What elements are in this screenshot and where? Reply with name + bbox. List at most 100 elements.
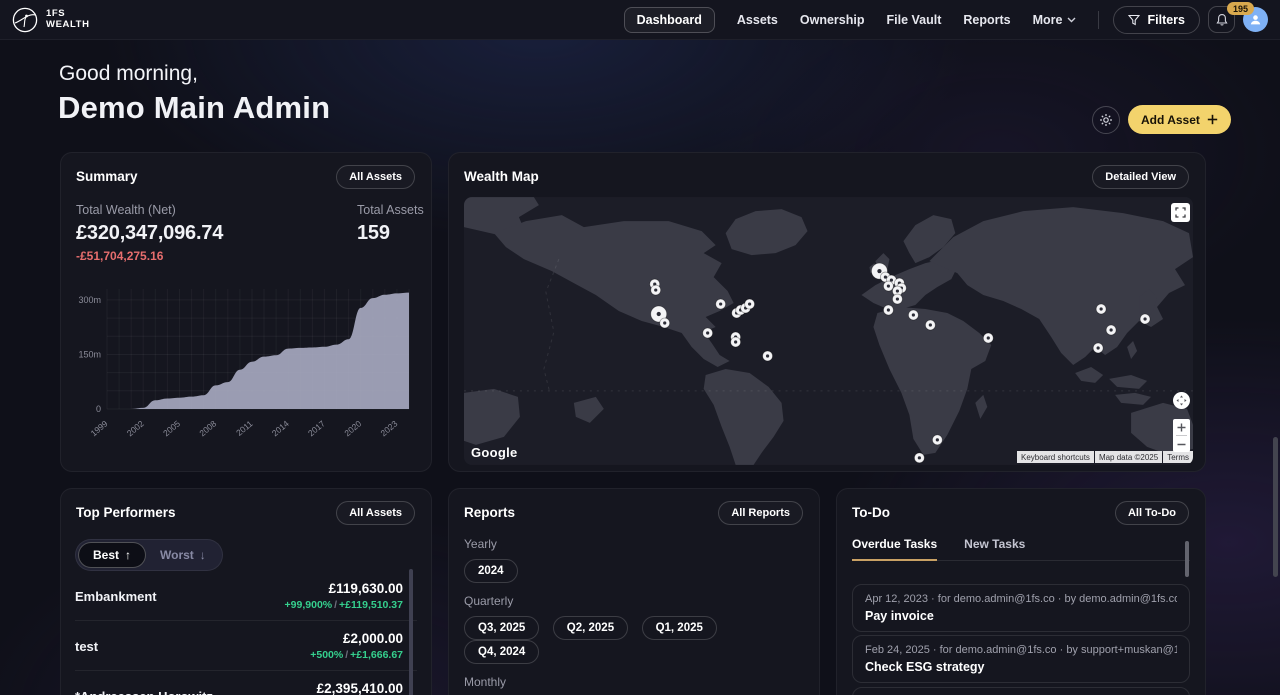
page-title-username: Demo Main Admin xyxy=(58,90,331,125)
brand-line2: WEALTH xyxy=(46,18,90,30)
quarterly-label: Quarterly xyxy=(464,594,514,608)
arrow-down-icon: ↓ xyxy=(199,548,206,562)
page-scrollbar[interactable] xyxy=(1273,437,1278,577)
nav-item-assets[interactable]: Assets xyxy=(736,12,778,27)
map-zoom-control xyxy=(1173,419,1190,452)
performers-list: Embankment £119,630.00 +99,900% / +£119,51… xyxy=(75,571,417,695)
svg-text:2023: 2023 xyxy=(379,418,400,438)
pan-icon xyxy=(1176,395,1187,406)
monthly-label: Monthly xyxy=(464,675,507,689)
performer-value: £2,000.00 xyxy=(342,631,403,646)
logo-icon xyxy=(12,7,38,33)
keyboard-shortcuts-link[interactable]: Keyboard shortcuts xyxy=(1017,451,1094,463)
map-fullscreen-button[interactable] xyxy=(1171,203,1190,222)
notifications-button[interactable] xyxy=(1208,6,1235,33)
report-pill-q2-2025[interactable]: Q2, 2025 xyxy=(552,616,629,640)
top-navbar: 1FS WEALTH Dashboard Assets Ownership Fi… xyxy=(0,0,1280,40)
total-wealth-label: Total Wealth (Net) xyxy=(76,203,176,217)
top-performers-card: Top Performers All Assets Best ↑ Worst ↓… xyxy=(60,488,432,695)
toggle-best[interactable]: Best ↑ xyxy=(78,542,147,568)
todo-title: To-Do xyxy=(852,505,890,520)
svg-text:2002: 2002 xyxy=(125,418,146,438)
asset-location-markers xyxy=(649,262,1151,464)
svg-text:2014: 2014 xyxy=(270,418,291,438)
report-pill-q3-2025[interactable]: Q3, 2025 xyxy=(464,616,540,640)
top-performers-all-assets-button[interactable]: All Assets xyxy=(336,501,415,525)
performers-scrollbar[interactable] xyxy=(409,569,413,695)
all-reports-button[interactable]: All Reports xyxy=(718,501,803,525)
person-icon xyxy=(1249,13,1262,26)
performer-name: test xyxy=(75,638,99,654)
total-assets-label: Total Assets xyxy=(357,203,424,217)
todo-tabs: Overdue Tasks New Tasks xyxy=(852,537,1190,561)
performer-value: £119,630.00 xyxy=(328,581,403,596)
wealth-change-value: -£51,704,275.16 xyxy=(76,249,164,263)
terms-link[interactable]: Terms xyxy=(1163,451,1193,463)
best-worst-toggle: Best ↑ Worst ↓ xyxy=(75,539,223,571)
svg-text:2005: 2005 xyxy=(161,418,182,438)
task-item[interactable]: Feb 24, 2025 · for demo.admin@1fs.co · b… xyxy=(852,635,1190,683)
svg-text:150m: 150m xyxy=(78,350,101,360)
wealth-map-title: Wealth Map xyxy=(464,169,539,184)
notification-count-badge: 195 xyxy=(1227,2,1255,15)
chevron-down-icon xyxy=(1067,17,1076,23)
report-pill-q1-2025[interactable]: Q1, 2025 xyxy=(641,616,717,640)
filters-button[interactable]: Filters xyxy=(1113,5,1200,34)
nav-divider xyxy=(1098,10,1100,29)
performer-name: Embankment xyxy=(75,588,157,604)
reports-card: Reports All Reports Yearly 2024 Quarterl… xyxy=(448,488,820,695)
summary-all-assets-button[interactable]: All Assets xyxy=(336,165,415,189)
total-wealth-value: £320,347,096.74 xyxy=(76,222,224,244)
nav-item-more[interactable]: More xyxy=(1033,13,1077,27)
funnel-icon xyxy=(1128,14,1141,26)
google-logo[interactable]: Google xyxy=(471,445,518,460)
task-meta: Apr 12, 2023 · for demo.admin@1fs.co · b… xyxy=(865,593,1177,605)
performer-name: *Andreessen Horowitz xyxy=(75,689,213,695)
performer-delta: +£119,510.37 xyxy=(339,599,403,611)
nav-item-dashboard[interactable]: Dashboard xyxy=(623,6,715,33)
brand-logo[interactable]: 1FS WEALTH xyxy=(12,7,90,33)
tab-new-tasks[interactable]: New Tasks xyxy=(964,537,1026,551)
nav-item-reports[interactable]: Reports xyxy=(963,12,1011,27)
world-map[interactable]: Google Keyboard shortcuts Map data ©2025… xyxy=(464,197,1193,465)
plus-icon xyxy=(1207,114,1218,125)
task-title: Pay invoice xyxy=(865,609,934,623)
map-pan-button[interactable] xyxy=(1173,392,1190,409)
performer-pct: +99,900% xyxy=(284,599,333,611)
report-pill-q4-2024[interactable]: Q4, 2024 xyxy=(464,640,540,664)
dashboard-settings-button[interactable] xyxy=(1092,106,1120,134)
performer-delta: +£1,666.67 xyxy=(350,649,403,661)
world-map-svg xyxy=(464,197,1193,465)
tab-overdue-tasks[interactable]: Overdue Tasks xyxy=(852,537,938,561)
main-nav: Dashboard Assets Ownership File Vault Re… xyxy=(623,6,1100,33)
nav-item-file-vault[interactable]: File Vault xyxy=(886,12,942,27)
svg-text:2020: 2020 xyxy=(342,418,363,438)
svg-text:300m: 300m xyxy=(78,295,101,305)
task-item-partial[interactable] xyxy=(852,687,1190,695)
performer-row[interactable]: Embankment £119,630.00 +99,900% / +£119,51… xyxy=(75,571,417,621)
performer-row[interactable]: test £2,000.00 +500% / +£1,666.67 xyxy=(75,621,417,671)
todo-card: To-Do All To-Do Overdue Tasks New Tasks … xyxy=(836,488,1206,695)
map-attribution: Keyboard shortcuts Map data ©2025 Terms xyxy=(1017,451,1193,463)
all-todo-button[interactable]: All To-Do xyxy=(1114,501,1189,525)
summary-card: Summary All Assets Total Wealth (Net) £3… xyxy=(60,152,432,472)
wealth-history-chart: 300m 150m 0 1999 2002 2005 2008 2011 2014 2017 202… xyxy=(73,283,419,451)
task-meta: Feb 24, 2025 · for demo.admin@1fs.co · b… xyxy=(865,644,1177,656)
svg-text:2008: 2008 xyxy=(197,418,218,438)
performer-row[interactable]: *Andreessen Horowitz £2,395,410.00 +286%… xyxy=(75,671,417,695)
zoom-in-button[interactable] xyxy=(1173,419,1190,435)
svg-text:0: 0 xyxy=(96,404,101,414)
fullscreen-icon xyxy=(1175,207,1186,218)
top-performers-title: Top Performers xyxy=(76,505,176,520)
brand-line1: 1FS xyxy=(46,7,66,19)
task-item[interactable]: Apr 12, 2023 · for demo.admin@1fs.co · b… xyxy=(852,584,1190,632)
nav-item-ownership[interactable]: Ownership xyxy=(799,12,865,27)
report-pill-2024[interactable]: 2024 xyxy=(464,559,518,583)
total-assets-value: 159 xyxy=(357,222,390,244)
toggle-worst[interactable]: Worst ↓ xyxy=(160,548,206,562)
reports-title: Reports xyxy=(464,505,516,520)
todo-scrollbar[interactable] xyxy=(1185,541,1189,577)
detailed-view-button[interactable]: Detailed View xyxy=(1092,165,1189,189)
add-asset-button[interactable]: Add Asset xyxy=(1128,105,1231,134)
zoom-out-button[interactable] xyxy=(1173,436,1190,452)
